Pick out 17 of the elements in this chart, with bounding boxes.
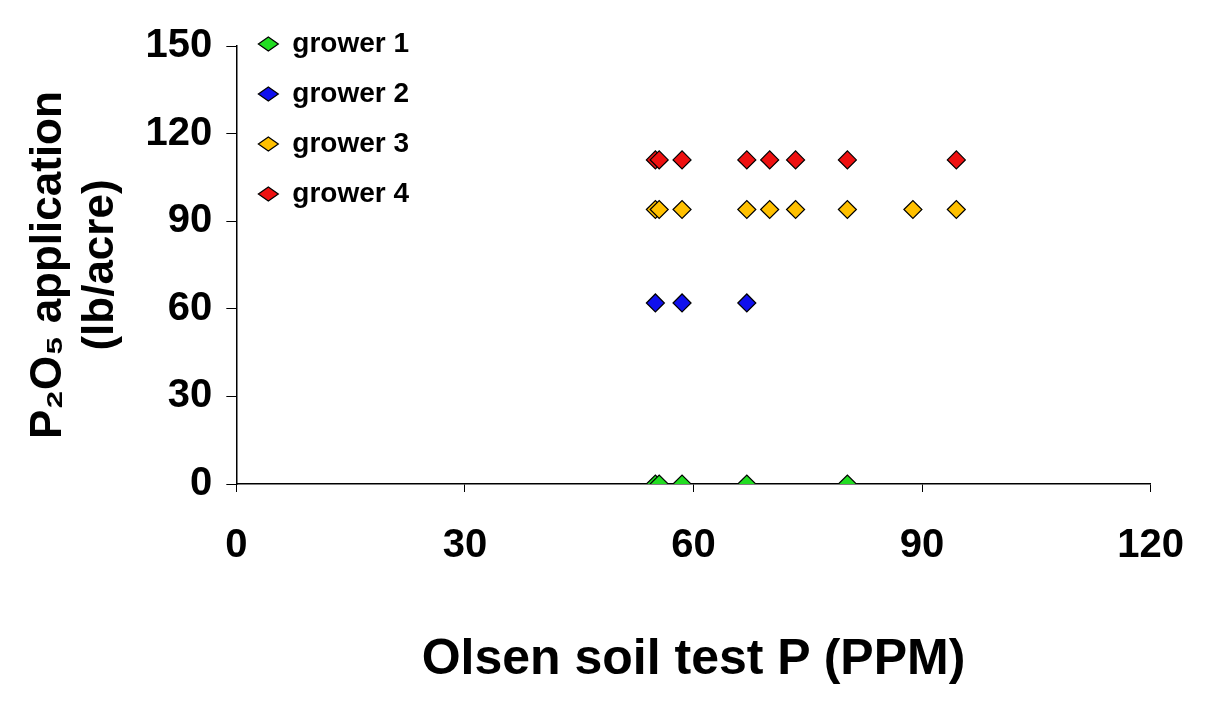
y-tick-label: 90	[167, 196, 213, 241]
x-tick-label: 60	[671, 521, 716, 566]
legend-label: grower 3	[292, 126, 410, 158]
y-axis-title: P₂O₅ application (lb/acre)	[20, 91, 123, 439]
x-axis-title: Olsen soil test P (PPM)	[421, 628, 966, 685]
x-tick-label: 120	[1117, 521, 1185, 566]
legend-label: grower 2	[292, 76, 410, 108]
y-tick-label: 60	[167, 283, 213, 328]
y-tick-label: 120	[145, 108, 213, 153]
x-tick-label: 90	[899, 521, 945, 566]
legend-label: grower 4	[292, 176, 410, 208]
y-tick-label: 30	[167, 371, 213, 416]
y-tick-label: 150	[145, 21, 213, 66]
x-tick-label: 0	[225, 521, 248, 566]
x-tick-label: 30	[442, 521, 488, 566]
y-tick-label: 0	[190, 459, 213, 504]
legend-label: grower 1	[292, 26, 410, 58]
